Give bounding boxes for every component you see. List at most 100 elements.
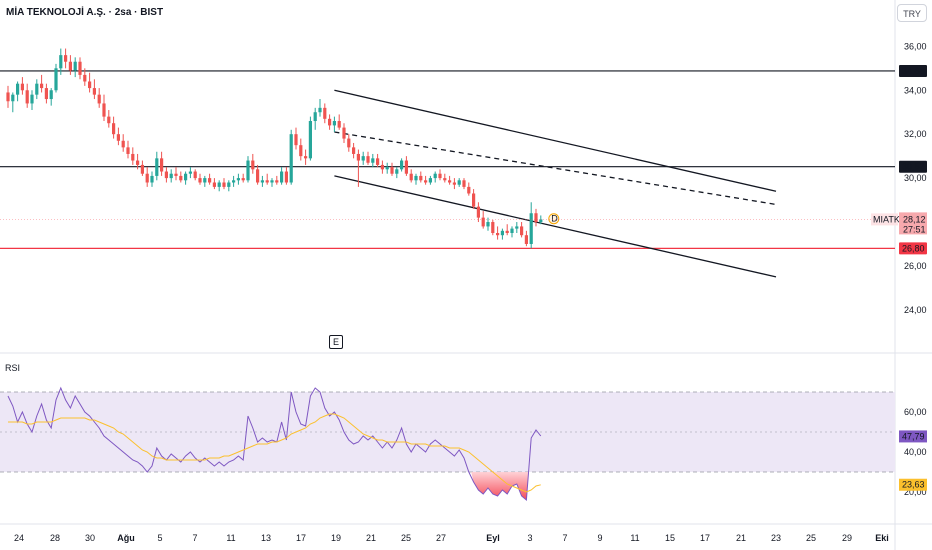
level-price-text: 34,88 xyxy=(902,66,925,76)
candle-body xyxy=(385,167,389,170)
candle-body xyxy=(6,92,10,102)
candle-body xyxy=(414,175,418,181)
rsi-ma-text: 23,63 xyxy=(902,480,925,490)
candle-body xyxy=(443,178,447,181)
candle-body xyxy=(366,156,370,163)
price-tick-label: 26,00 xyxy=(904,261,927,271)
rsi-indicator-label[interactable]: RSI xyxy=(5,363,21,373)
time-tick-label: 7 xyxy=(192,533,197,543)
symbol-title[interactable]: MİA TEKNOLOJİ A.Ş. · 2sa · BIST xyxy=(6,7,164,18)
candle-body xyxy=(260,180,264,183)
candle-body xyxy=(35,83,39,95)
candle-body xyxy=(529,213,533,244)
candle-body xyxy=(232,180,236,183)
candle-body xyxy=(289,134,293,183)
candle-body xyxy=(409,173,413,181)
level-price-tag xyxy=(899,160,927,173)
countdown-text: 27:51 xyxy=(903,224,926,234)
candle-body xyxy=(505,230,509,234)
candle-body xyxy=(491,222,495,234)
candle-body xyxy=(68,61,72,71)
candle-body xyxy=(88,81,92,89)
candle-body xyxy=(308,121,312,159)
candle-body xyxy=(390,167,394,174)
candle-body xyxy=(524,235,528,244)
candle-body xyxy=(83,74,87,82)
candle-body xyxy=(212,182,216,187)
candle-body xyxy=(107,116,111,124)
candle-body xyxy=(126,147,130,154)
dividend-marker-label: D xyxy=(551,214,558,224)
price-tick-label: 34,00 xyxy=(904,85,927,95)
time-tick-label: 11 xyxy=(630,533,639,543)
candle-body xyxy=(256,169,260,183)
candle-body xyxy=(179,175,183,181)
candle-body xyxy=(169,173,173,179)
price-tick-label: 24,00 xyxy=(904,305,927,315)
current-price-text: 28,12 xyxy=(903,214,926,224)
time-tick-label: 13 xyxy=(261,533,271,543)
candle-body xyxy=(222,182,226,187)
current-price-tag xyxy=(899,212,927,235)
candle-body xyxy=(457,180,461,185)
candle-body xyxy=(121,140,125,148)
candle-body xyxy=(20,83,24,91)
candle-body xyxy=(265,180,269,183)
candle-body xyxy=(534,213,538,223)
time-tick-label: 5 xyxy=(157,533,162,543)
time-tick-label: 17 xyxy=(700,533,710,543)
candle-body xyxy=(102,103,106,117)
candle-body xyxy=(193,171,197,179)
earnings-marker[interactable]: E xyxy=(329,335,343,349)
candle-body xyxy=(241,178,245,181)
candle-body xyxy=(203,178,207,183)
candle-body xyxy=(323,107,327,119)
candle-body xyxy=(424,180,428,183)
level-price-text: 30,52 xyxy=(902,162,925,172)
rsi-pane: 60,00 40,00 20,00 47,79 23,63 xyxy=(0,386,927,502)
candle-body xyxy=(284,171,288,183)
candle-body xyxy=(116,134,120,141)
candle-body xyxy=(304,156,308,159)
time-tick-label: Eki xyxy=(875,533,889,543)
rsi-line xyxy=(7,386,542,502)
candle-body xyxy=(64,55,68,62)
candle-body xyxy=(112,123,116,135)
candle-body xyxy=(136,160,140,165)
rsi-value-tag xyxy=(899,430,927,443)
candle-body xyxy=(539,219,543,223)
dividend-marker xyxy=(548,213,560,225)
time-tick-label: 17 xyxy=(296,533,306,543)
candle-body xyxy=(496,233,500,236)
candle-body xyxy=(164,171,168,179)
candle-body xyxy=(16,83,20,95)
candle-body xyxy=(467,186,471,194)
candle-body xyxy=(280,171,284,183)
candle-body xyxy=(198,178,202,183)
candle-body xyxy=(520,226,524,236)
candle-body xyxy=(404,160,408,174)
candle-body xyxy=(448,180,452,183)
price-tick-label: 30,00 xyxy=(904,173,927,183)
candle-body xyxy=(438,173,442,179)
candle-body xyxy=(145,173,149,183)
candle-body xyxy=(328,118,332,126)
candle-body xyxy=(25,90,29,104)
rsi-tick-label: 40,00 xyxy=(904,447,927,457)
candle-body xyxy=(59,55,63,69)
price-axis: 36,00 34,00 32,00 30,00 26,00 24,00 xyxy=(904,41,927,315)
rsi-tick-label: 20,00 xyxy=(904,487,927,497)
candle-body xyxy=(299,145,303,157)
price-tick-label: 36,00 xyxy=(904,41,927,51)
candle-body xyxy=(227,182,231,187)
time-tick-label: 9 xyxy=(597,533,602,543)
currency-button[interactable]: TRY xyxy=(897,4,927,22)
time-tick-label: 29 xyxy=(842,533,852,543)
candle-body xyxy=(294,134,298,146)
candle-body xyxy=(462,180,466,187)
time-tick-label: 21 xyxy=(366,533,376,543)
candle-body xyxy=(356,153,360,161)
candle-body xyxy=(184,173,188,181)
candle-body xyxy=(155,158,159,176)
